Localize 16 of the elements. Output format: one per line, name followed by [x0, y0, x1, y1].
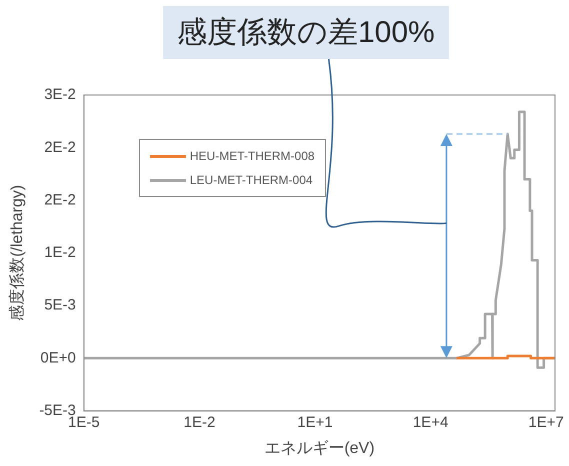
legend-label: HEU-MET-THERM-008	[190, 149, 315, 163]
x-tick-label: 1E-2	[184, 414, 216, 431]
x-tick-label: 1E+4	[412, 414, 448, 431]
x-axis-title: エネルギー(eV)	[264, 438, 375, 457]
text: 感度係数の差100%	[163, 6, 449, 59]
x-tick-label: 1E+7	[528, 414, 564, 431]
y-tick-label: 0E+0	[40, 349, 76, 366]
y-tick-label: 5E-3	[44, 296, 76, 314]
y-axis-title: 感度係数(/lethargy)	[8, 184, 26, 321]
y-tick-label: 1E-2	[44, 244, 76, 262]
legend-label: LEU-MET-THERM-004	[190, 173, 313, 187]
y-tick-label: 2E-2	[44, 191, 76, 208]
x-tick-label: 1E-5	[68, 414, 100, 431]
y-tick-label: 3E-2	[44, 86, 76, 104]
x-tick-label: 1E+1	[297, 414, 333, 431]
y-tick-label: 2E-2	[44, 138, 76, 156]
